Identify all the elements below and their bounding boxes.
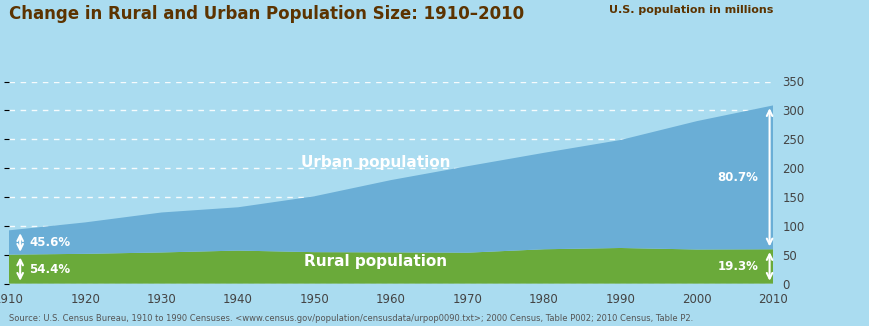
- Text: 45.6%: 45.6%: [30, 236, 70, 249]
- Text: Change in Rural and Urban Population Size: 1910–2010: Change in Rural and Urban Population Siz…: [9, 5, 524, 23]
- Text: Urban population: Urban population: [301, 155, 450, 170]
- Text: Rural population: Rural population: [304, 254, 448, 269]
- Text: U.S. population in millions: U.S. population in millions: [609, 5, 773, 15]
- Text: 19.3%: 19.3%: [717, 260, 758, 273]
- Text: 80.7%: 80.7%: [717, 171, 758, 184]
- Text: 54.4%: 54.4%: [30, 263, 70, 275]
- Text: Source: U.S. Census Bureau, 1910 to 1990 Censuses. <www.census.gov/population/ce: Source: U.S. Census Bureau, 1910 to 1990…: [9, 314, 693, 323]
